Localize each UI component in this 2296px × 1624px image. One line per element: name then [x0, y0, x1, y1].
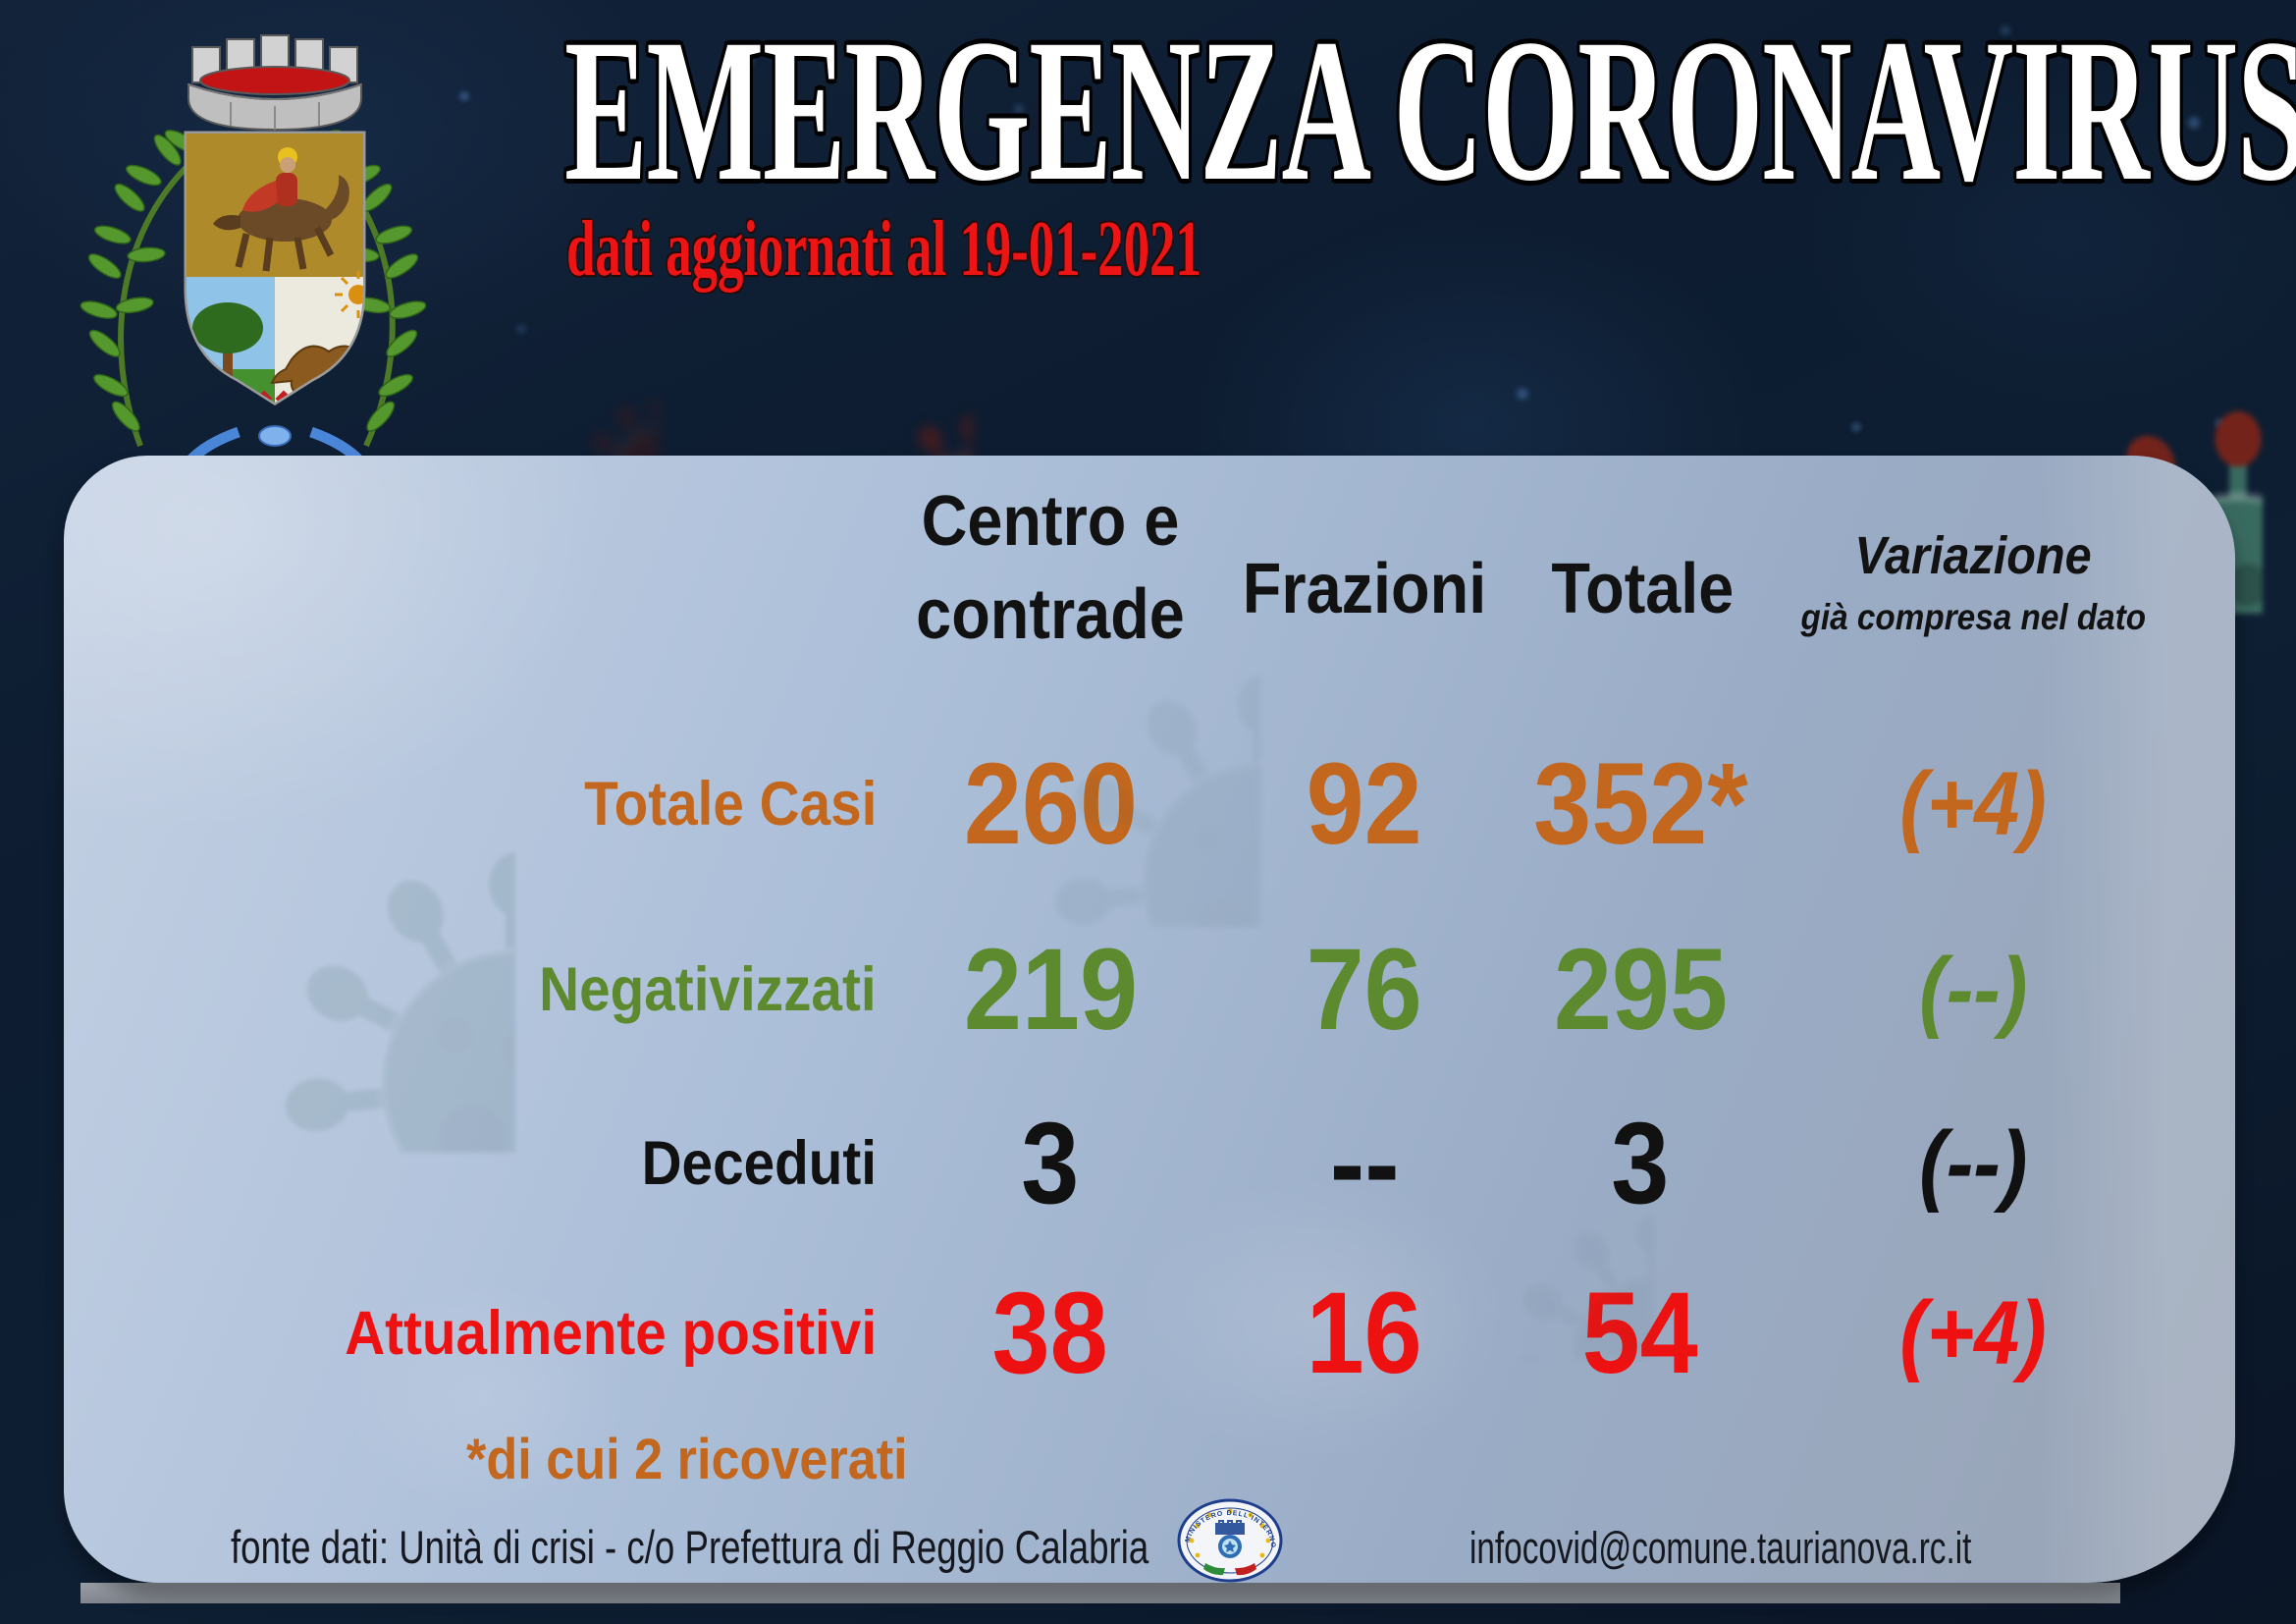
taurianova-coat-of-arms-icon	[78, 34, 429, 460]
coronavirus-watermark-icon	[64, 544, 515, 1153]
cell-totale: 295	[1553, 925, 1728, 1055]
mural-crown	[187, 34, 362, 132]
cell-centro: 3	[1021, 1099, 1080, 1228]
table-row-deceduti: Deceduti 3 -- 3 (--)	[64, 1075, 2235, 1252]
cell-variazione: (+4)	[1899, 1283, 2047, 1383]
cell-centro: 38	[991, 1269, 1109, 1398]
column-header-frazioni: Frazioni	[1242, 550, 1487, 628]
cell-frazioni: 76	[1306, 925, 1423, 1055]
contact-email: infocovid@comune.taurianova.rc.it	[1469, 1523, 1972, 1573]
row-label: Attualmente positivi	[345, 1299, 877, 1368]
table-row-attualmente-positivi: Attualmente positivi 38 16 54 (+4)	[64, 1245, 2235, 1422]
cell-frazioni: 92	[1306, 739, 1423, 869]
page-title: EMERGENZA CORONAVIRUS	[564, 0, 2296, 223]
laurel-branch-left	[78, 125, 203, 448]
sun-icon	[335, 271, 363, 318]
ribbon-bow	[185, 425, 365, 460]
footnote: *di cui 2 ricoverati	[466, 1428, 908, 1491]
cell-centro: 219	[963, 925, 1138, 1055]
cell-variazione: (--)	[1918, 1113, 2028, 1214]
panel-bottom-shadow	[80, 1583, 2120, 1603]
coronavirus-watermark-icon	[510, 324, 658, 471]
cell-variazione: (--)	[1918, 940, 2028, 1040]
column-header-variazione: Variazione	[1854, 526, 2092, 585]
cell-frazioni: 16	[1306, 1269, 1423, 1398]
cell-totale: 352*	[1532, 739, 1748, 869]
cell-frazioni: --	[1329, 1099, 1400, 1228]
knight-figure	[213, 147, 349, 272]
row-label: Negativizzati	[539, 955, 877, 1024]
column-header-centro-e-contrade: Centro e contrade	[916, 482, 1185, 654]
cell-totale: 3	[1611, 1099, 1670, 1228]
column-header-variazione-note: già compresa nel dato	[1800, 597, 2146, 637]
table-row-negativizzati: Negativizzati 219 76 295 (--)	[64, 901, 2235, 1078]
update-date: dati aggiornati al 19-01-2021	[566, 206, 1201, 293]
cell-variazione: (+4)	[1899, 754, 2047, 854]
source-text: fonte dati: Unità di crisi - c/o Prefett…	[231, 1521, 1149, 1573]
coronavirus-watermark-icon	[1360, 1064, 1654, 1359]
coronavirus-watermark-icon	[839, 456, 1261, 927]
background-sparkles	[0, 0, 6, 6]
seal-stars	[1189, 1508, 1271, 1558]
row-label: Deceduti	[641, 1129, 877, 1198]
row-label: Totale Casi	[583, 770, 877, 839]
ministero-interno-seal-icon: MINISTERO DELL'INTERNO	[1177, 1498, 1283, 1583]
column-header-totale: Totale	[1550, 550, 1735, 628]
data-panel: Centro e contrade Frazioni Totale Variaz…	[64, 456, 2235, 1583]
